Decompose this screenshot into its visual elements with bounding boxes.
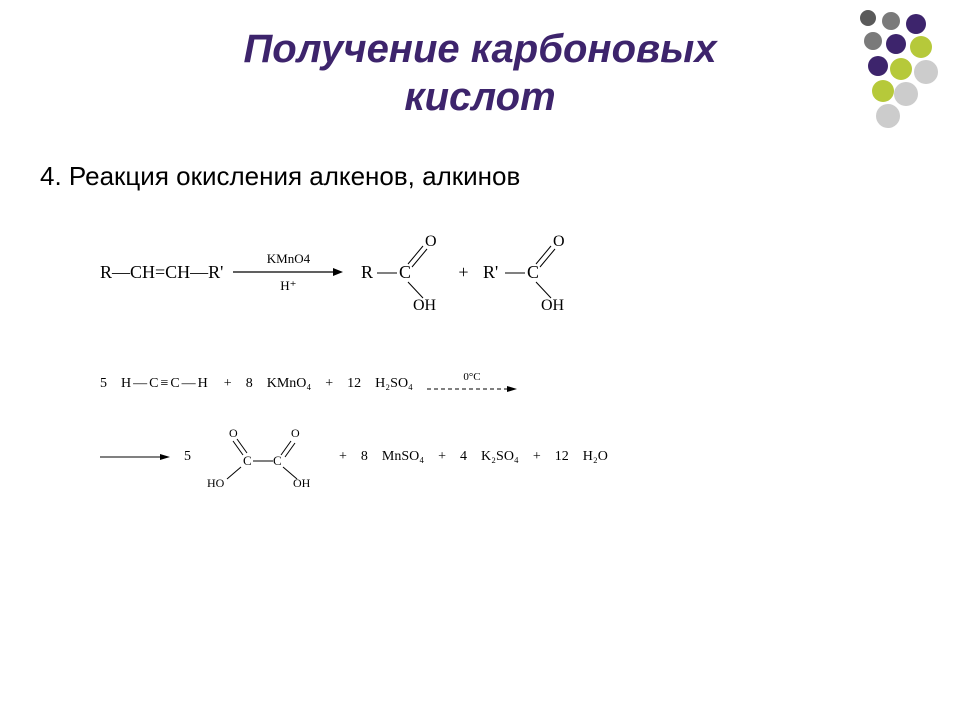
decor-dot <box>914 60 938 84</box>
svg-text:C: C <box>243 453 252 468</box>
svg-text:O: O <box>291 426 300 440</box>
slide-title: Получение карбоновых кислот <box>40 25 920 121</box>
slide: Получение карбоновых кислот 4. Реакция о… <box>0 0 960 720</box>
svg-text:C: C <box>273 453 282 468</box>
svg-text:OH: OH <box>413 297 437 312</box>
svg-text:HO: HO <box>207 476 225 489</box>
slide-subtitle: 4. Реакция окисления алкенов, алкинов <box>40 161 920 192</box>
r2-l2-plus3: + <box>533 449 541 465</box>
decor-dot <box>864 32 882 50</box>
r2-oxalic: O C HO C O OH <box>205 425 325 489</box>
r2-arrow1: 0°C <box>427 372 517 395</box>
svg-text:R': R' <box>483 262 498 282</box>
r2-l2-prod2: MnSO₄ <box>382 449 424 465</box>
r2-reagent3: H₂SO₄ <box>375 376 413 392</box>
r2-l2-plus1: + <box>339 449 347 465</box>
svg-text:C: C <box>527 262 539 282</box>
arrow-icon <box>100 451 170 463</box>
arrow-icon <box>427 383 517 395</box>
r1-arrow-bottom: H⁺ <box>280 279 296 292</box>
decor-dot <box>906 14 926 34</box>
r2-l2-coef2: 8 <box>361 449 368 465</box>
r2-line1: 5 H—C≡C—H + 8 KMnO₄ + 12 H₂SO₄ 0°C <box>100 372 920 395</box>
decor-dot <box>860 10 876 26</box>
decor-dot <box>894 82 918 106</box>
r2-l2-prod4: H₂O <box>583 449 608 465</box>
title-line-2: кислот <box>404 75 555 119</box>
decor-dot <box>910 36 932 58</box>
svg-text:O: O <box>425 233 437 250</box>
r1-arrow: KMnO4 H⁺ <box>233 252 343 292</box>
r2-coef2: 8 <box>246 376 253 392</box>
r1-product-1: R C O OH <box>353 232 448 312</box>
decor-dot <box>868 56 888 76</box>
svg-text:OH: OH <box>541 297 565 312</box>
svg-text:O: O <box>553 233 565 250</box>
r2-l2-prod3: K₂SO₄ <box>481 449 519 465</box>
r1-left: R—CH=CH—R' <box>100 262 223 283</box>
decor-dot <box>876 104 900 128</box>
r1-plus: + <box>458 262 468 283</box>
svg-text:R: R <box>361 262 373 282</box>
decorative-dots <box>860 10 950 140</box>
r2-plus2: + <box>325 376 333 392</box>
svg-text:C: C <box>399 262 411 282</box>
r2-arrow1-top: 0°C <box>463 372 480 383</box>
decor-dot <box>872 80 894 102</box>
r2-l2-coef1: 5 <box>184 449 191 465</box>
reaction-2: 5 H—C≡C—H + 8 KMnO₄ + 12 H₂SO₄ 0°C <box>100 372 920 489</box>
r2-l2-coef4: 12 <box>555 449 569 465</box>
r2-reagent1: H—C≡C—H <box>121 376 210 392</box>
decor-dot <box>890 58 912 80</box>
arrow-icon <box>233 265 343 279</box>
r2-l2-plus2: + <box>438 449 446 465</box>
svg-text:O: O <box>229 426 238 440</box>
r2-line2: 5 O C HO C O OH + <box>100 425 920 489</box>
r2-coef1: 5 <box>100 376 107 392</box>
decor-dot <box>882 12 900 30</box>
svg-text:OH: OH <box>293 476 311 489</box>
r1-product-2: R' C O OH <box>479 232 579 312</box>
r2-coef3: 12 <box>347 376 361 392</box>
r1-arrow-top: KMnO4 <box>267 252 310 265</box>
reaction-1: R—CH=CH—R' KMnO4 H⁺ R C O OH + <box>100 232 920 312</box>
decor-dot <box>886 34 906 54</box>
r2-l2-coef3: 4 <box>460 449 467 465</box>
r2-reagent2: KMnO₄ <box>267 376 312 392</box>
title-line-1: Получение карбоновых <box>243 27 716 71</box>
reactions-area: R—CH=CH—R' KMnO4 H⁺ R C O OH + <box>40 232 920 489</box>
r2-plus1: + <box>224 376 232 392</box>
